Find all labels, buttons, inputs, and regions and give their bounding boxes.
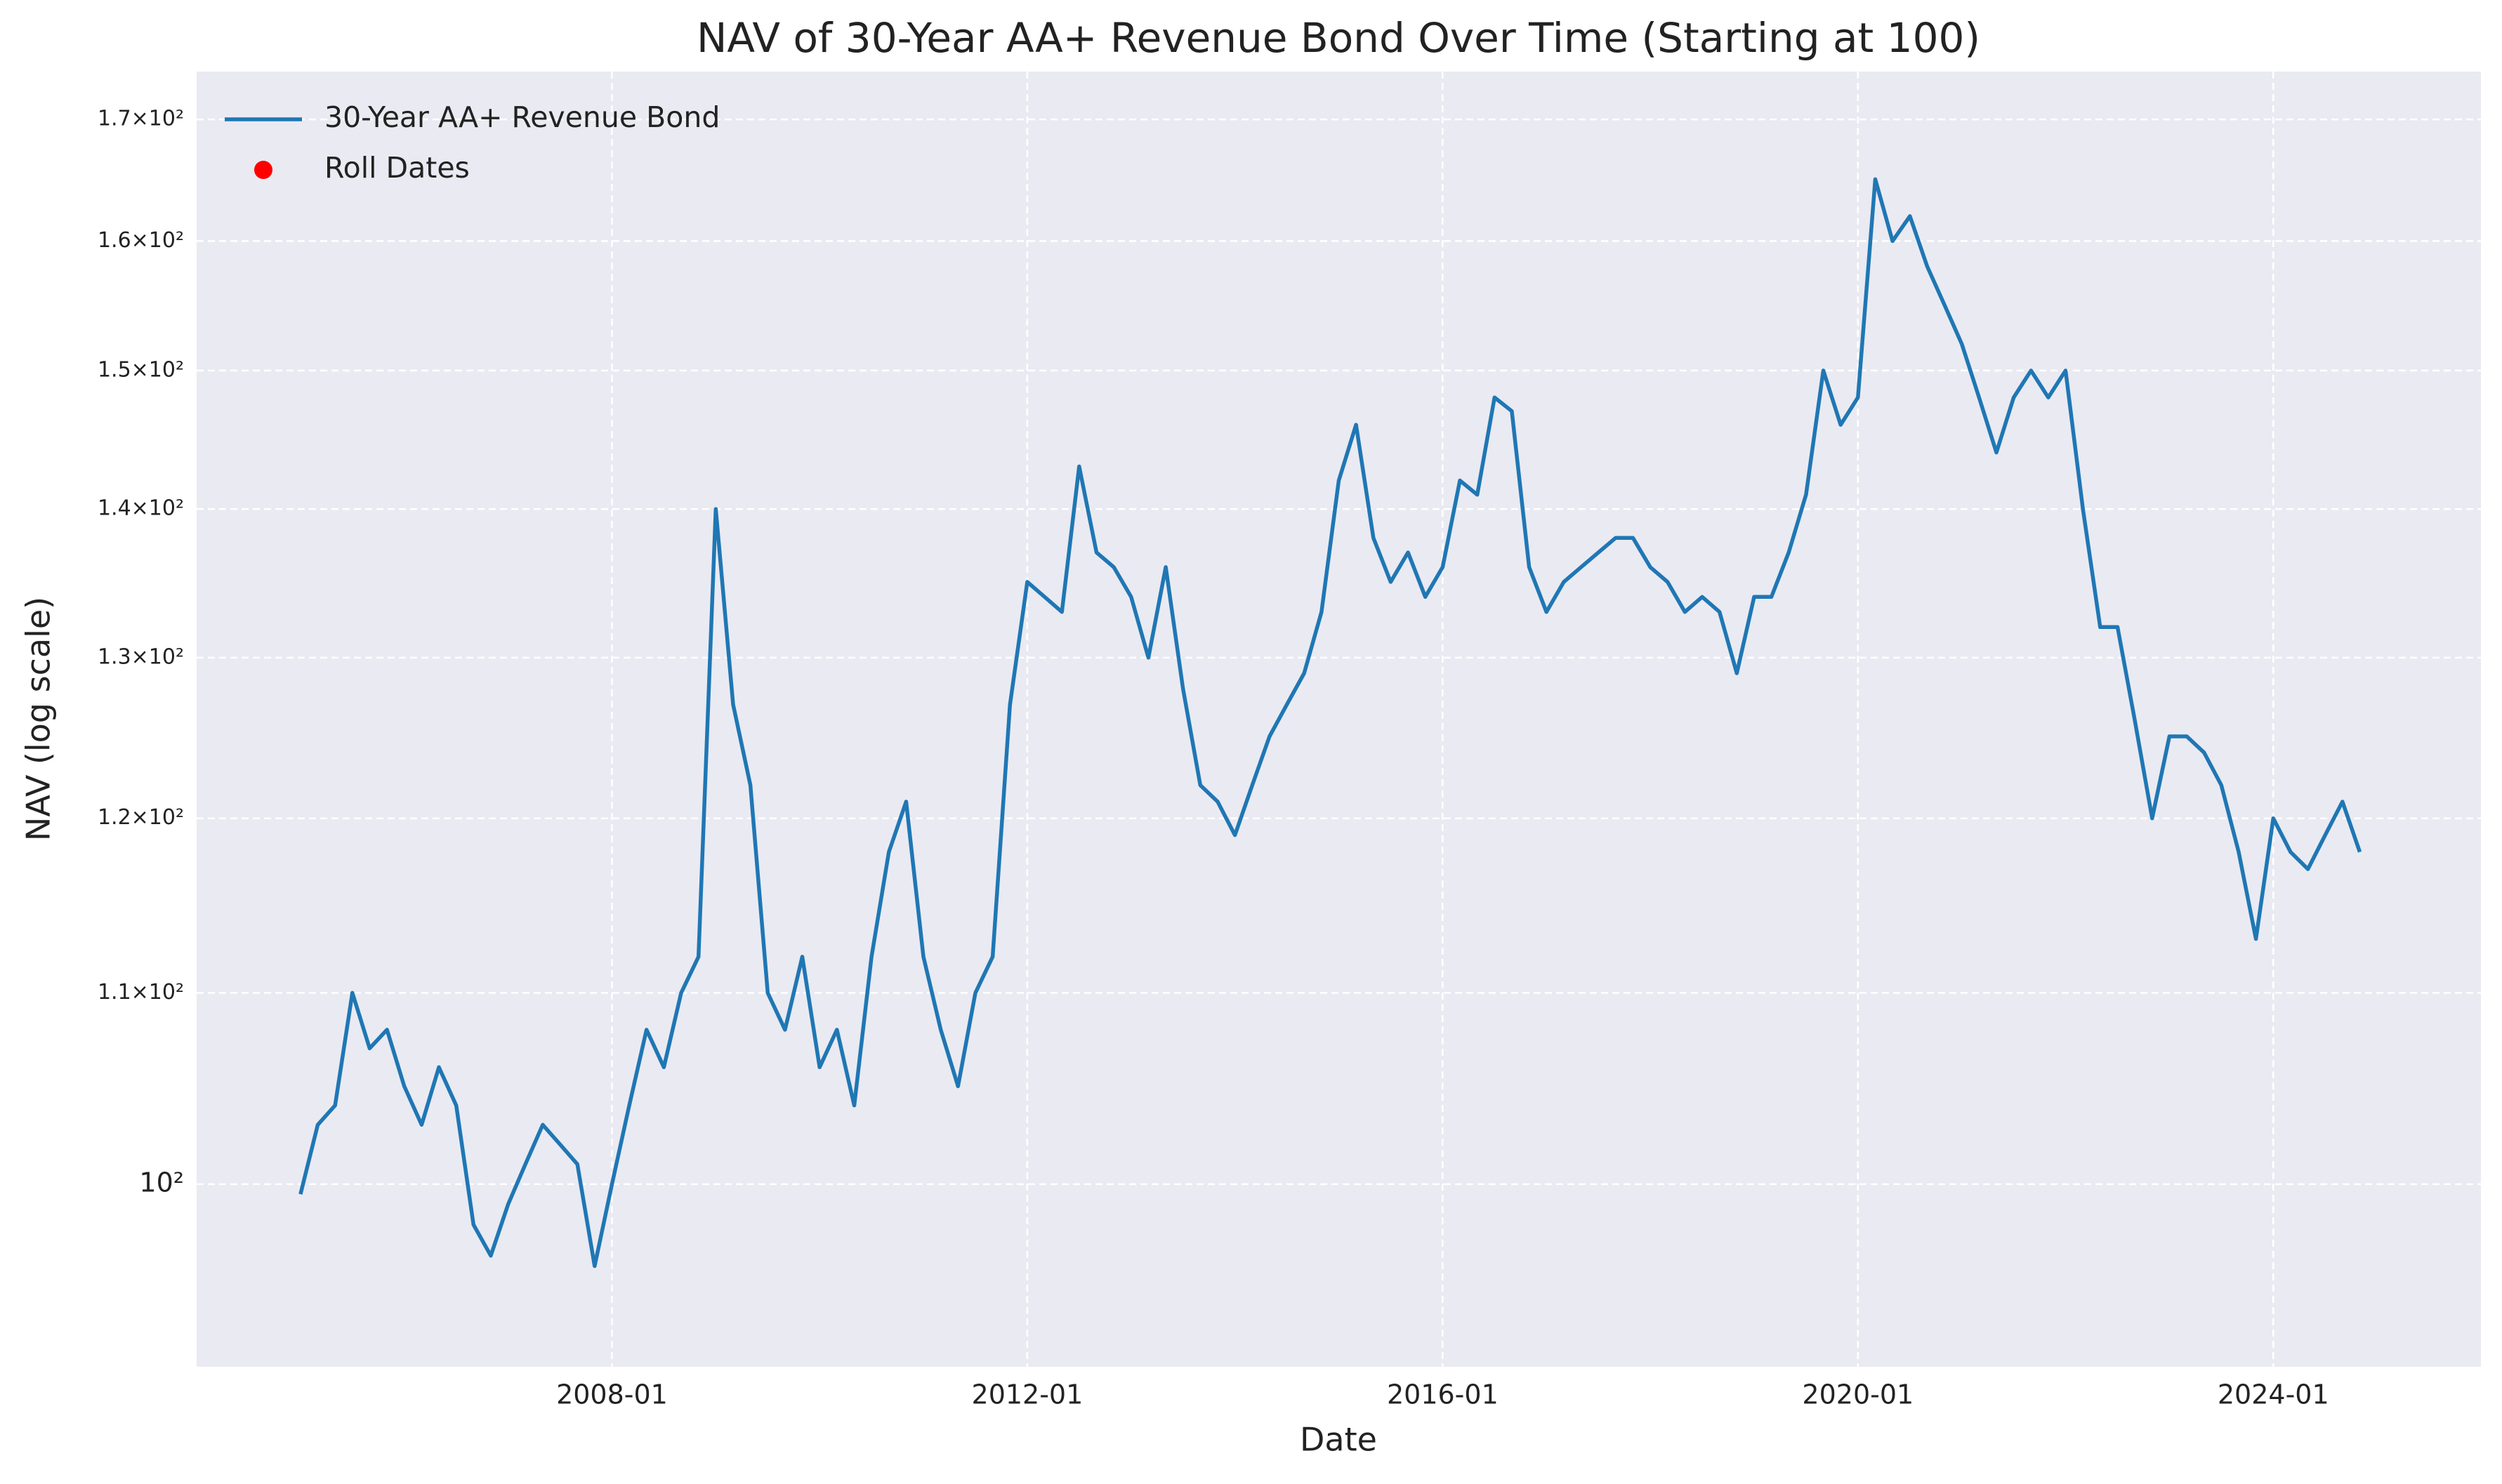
plot-area <box>197 72 2481 1367</box>
chart-title: NAV of 30-Year AA+ Revenue Bond Over Tim… <box>697 14 1980 62</box>
legend-label: Roll Dates <box>324 151 470 185</box>
grid <box>197 72 2481 1367</box>
x-tick-label: 2012-01 <box>972 1379 1084 1410</box>
x-tick-label: 2020-01 <box>1802 1379 1914 1410</box>
y-axis-label: NAV (log scale) <box>20 597 58 841</box>
y-tick-label: 1.5×10² <box>98 357 184 382</box>
y-tick-label: 1.2×10² <box>98 805 184 830</box>
marks <box>298 177 2362 1268</box>
x-tick-label: 2024-01 <box>2218 1379 2329 1410</box>
legend-swatch <box>254 161 272 179</box>
x-axis-label: Date <box>1300 1421 1377 1459</box>
y-tick-label: 1.4×10² <box>98 496 184 521</box>
y-tick-label: 1.3×10² <box>98 644 184 669</box>
y-tick-label: 1.1×10² <box>98 980 184 1005</box>
data-line <box>298 177 2362 1268</box>
legend: 30-Year AA+ Revenue Bond Roll Dates <box>225 100 720 185</box>
x-tick-label: 2008-01 <box>556 1379 668 1410</box>
y-tick-label: 1.6×10² <box>98 228 184 253</box>
y-tick-label: 1.7×10² <box>98 107 184 131</box>
legend-label: 30-Year AA+ Revenue Bond <box>324 100 720 134</box>
x-tick-label: 2016-01 <box>1387 1379 1499 1410</box>
y-tick-label: 10² <box>139 1167 184 1198</box>
